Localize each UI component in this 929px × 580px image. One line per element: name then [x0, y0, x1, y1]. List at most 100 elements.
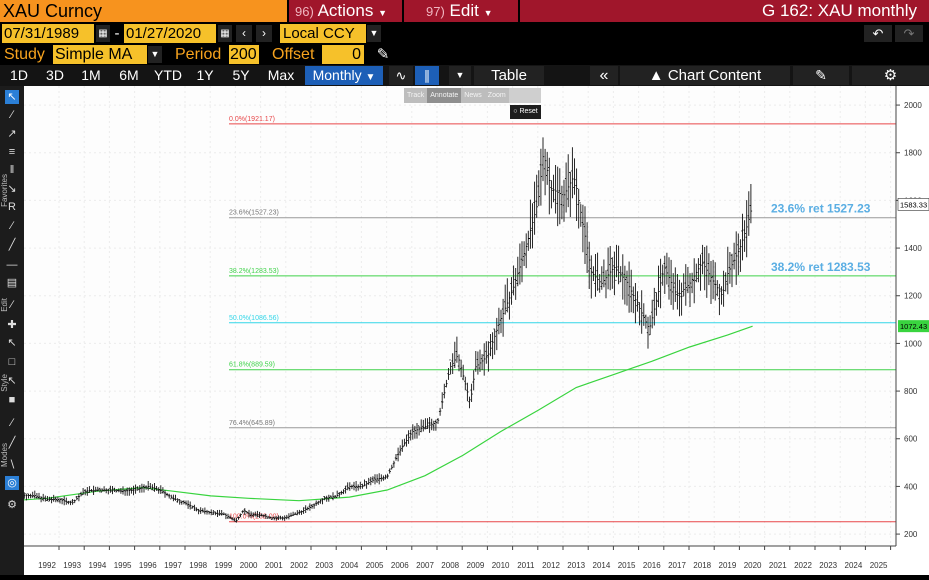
- chart-content-icon: ▲: [648, 67, 664, 84]
- edit-menu[interactable]: 97) Edit ▼: [404, 0, 518, 22]
- mode-icon[interactable]: ◎: [5, 476, 19, 490]
- zoom-button[interactable]: Zoom: [484, 88, 509, 103]
- fib-label: 100.0%(252.00): [229, 514, 279, 521]
- x-tick-label: 2008: [441, 561, 459, 570]
- channel-tool-icon[interactable]: ‖: [9, 164, 15, 176]
- select-icon[interactable]: ↖: [7, 337, 17, 349]
- chevron-down-icon[interactable]: ▼: [449, 66, 471, 85]
- y-tick-label: 1000: [904, 339, 922, 348]
- period-button-1d[interactable]: 1D: [10, 67, 28, 83]
- study-select[interactable]: Simple MA: [53, 45, 147, 64]
- chart-toolbar: 1D 3D 1M 6M YTD 1Y 5Y Max Monthly ▼ ∿ ∥ ▼ Table…: [0, 65, 929, 86]
- redo-icon[interactable]: ↷: [895, 25, 923, 42]
- rectangle-icon[interactable]: □: [8, 356, 16, 368]
- offset-input[interactable]: 0: [322, 45, 364, 64]
- settings-icon[interactable]: ⚙: [7, 499, 17, 511]
- track-button[interactable]: Track: [404, 88, 428, 103]
- period-button-1y[interactable]: 1Y: [196, 67, 214, 83]
- period-button-3d[interactable]: 3D: [46, 67, 64, 83]
- period-button-ytd[interactable]: YTD: [154, 67, 182, 83]
- previous-arrow-icon[interactable]: ‹: [236, 25, 252, 42]
- toolbar-section-favorites: Favorites: [0, 174, 9, 207]
- fill-icon[interactable]: ■: [8, 394, 16, 406]
- annotate-button[interactable]: Annotate: [427, 88, 462, 103]
- x-tick-label: 2000: [240, 561, 258, 570]
- y-tick-label: 400: [904, 482, 918, 491]
- price-chart[interactable]: 0.0%(1921.17) 23.6%(1527.23) 38.2%(1283.53…: [0, 86, 929, 575]
- reset-label: Reset: [519, 108, 538, 115]
- function-title: G 162: XAU monthly: [520, 0, 929, 22]
- last-price-label: 1583.33: [900, 200, 927, 209]
- ray-tool-icon[interactable]: ↘: [7, 183, 17, 195]
- reset-button[interactable]: ○ Reset: [510, 105, 541, 119]
- x-tick-label: 1998: [189, 561, 207, 570]
- y-tick-label: 2000: [904, 101, 922, 110]
- line-chart-icon[interactable]: ∿: [389, 66, 413, 85]
- frequency-label: Monthly: [312, 67, 362, 83]
- period-label: Period: [175, 46, 222, 63]
- start-date-input[interactable]: 07/31/1989: [2, 24, 94, 43]
- end-date-input[interactable]: 01/27/2020: [124, 24, 216, 43]
- undo-icon[interactable]: ↶: [864, 25, 892, 42]
- horizontal-line-icon[interactable]: —: [6, 259, 18, 271]
- actions-menu[interactable]: 96) Actions ▼: [289, 0, 402, 22]
- crosshair-icon[interactable]: ✚: [7, 319, 17, 331]
- last-price-tag: [897, 198, 929, 211]
- trend-tool-icon[interactable]: ∕: [11, 220, 13, 232]
- chevron-down-icon[interactable]: ▼: [148, 46, 162, 63]
- calendar-icon[interactable]: ▦: [96, 25, 110, 42]
- x-tick-label: 2002: [290, 561, 308, 570]
- x-tick-label: 2003: [315, 561, 333, 570]
- frequency-select[interactable]: Monthly ▼: [305, 66, 383, 85]
- period-button-5y[interactable]: 5Y: [232, 67, 250, 83]
- arrow-tool-icon[interactable]: ↗: [7, 128, 17, 140]
- gear-icon[interactable]: ⚙: [852, 66, 929, 85]
- x-tick-label: 1995: [114, 561, 132, 570]
- x-tick-label: 2019: [719, 561, 737, 570]
- x-tick-label: 2005: [366, 561, 384, 570]
- cursor-icon[interactable]: ↖: [5, 90, 19, 104]
- eraser-icon[interactable]: ∖: [8, 459, 16, 471]
- edit-chart-icon[interactable]: ✎: [793, 66, 849, 85]
- chart-area[interactable]: 0.0%(1921.17) 23.6%(1527.23) 38.2%(1283.53…: [0, 86, 929, 575]
- x-tick-label: 2013: [567, 561, 585, 570]
- line-tool-icon[interactable]: ∕: [11, 109, 13, 121]
- edit-line-icon[interactable]: ∕: [11, 299, 13, 311]
- bar-chart-icon[interactable]: ∥: [415, 66, 439, 85]
- fib-tool-icon[interactable]: ≡: [8, 146, 16, 158]
- draw-icon[interactable]: ∕: [11, 417, 13, 429]
- text-tool-icon[interactable]: R: [8, 201, 16, 213]
- fib-label: 23.6%(1527.23): [229, 210, 279, 217]
- chart-content-button[interactable]: ▲ Chart Content: [620, 66, 790, 85]
- y-tick-label: 600: [904, 435, 918, 444]
- period-input[interactable]: 200: [229, 45, 259, 64]
- period-button-max[interactable]: Max: [267, 67, 295, 83]
- toolbar-section-style: Style: [0, 374, 9, 392]
- chevron-down-icon[interactable]: ▼: [367, 25, 381, 42]
- period-button-6m[interactable]: 6M: [119, 67, 139, 83]
- collapse-icon[interactable]: «: [590, 66, 618, 85]
- toolbar-section-modes: Modes: [0, 443, 9, 468]
- x-tick-label: 2004: [341, 561, 359, 570]
- table-button[interactable]: Table: [474, 66, 544, 85]
- x-tick-label: 2022: [794, 561, 812, 570]
- fib-label: 76.4%(645.89): [229, 420, 275, 427]
- pencil-icon[interactable]: ✎: [376, 46, 390, 63]
- x-tick-label: 2021: [769, 561, 787, 570]
- x-tick-label: 2017: [668, 561, 686, 570]
- floating-toolbar: Track Annotate News Zoom: [404, 88, 541, 103]
- offset-label: Offset: [272, 46, 315, 63]
- ticker-field[interactable]: XAU Curncy: [0, 0, 287, 22]
- news-button[interactable]: News: [461, 88, 485, 103]
- grid-tool-icon[interactable]: ▤: [6, 277, 18, 289]
- x-tick-label: 2007: [416, 561, 434, 570]
- period-button-1m[interactable]: 1M: [81, 67, 101, 83]
- currency-select[interactable]: Local CCY: [280, 24, 366, 43]
- pointer-icon[interactable]: ↖: [7, 375, 17, 387]
- next-arrow-icon[interactable]: ›: [256, 25, 272, 42]
- x-tick-label: 2012: [542, 561, 560, 570]
- x-tick-label: 2011: [517, 561, 535, 570]
- calendar-icon[interactable]: ▦: [218, 25, 232, 42]
- brush-icon[interactable]: ╱: [8, 437, 16, 449]
- pencil-tool-icon[interactable]: ╱: [8, 239, 16, 251]
